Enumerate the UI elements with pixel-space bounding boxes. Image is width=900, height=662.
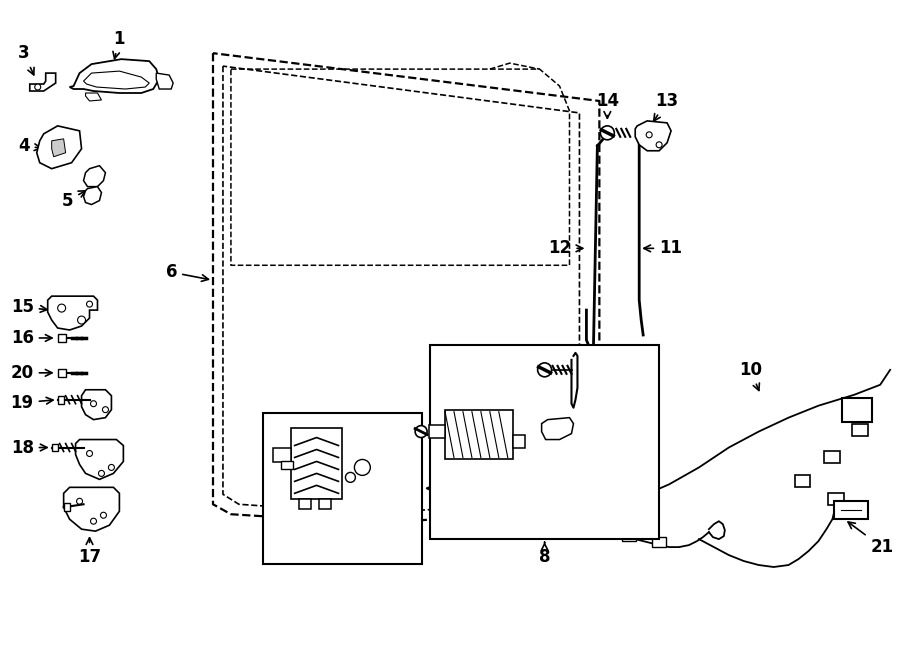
Circle shape [77,316,86,324]
Text: 17: 17 [78,538,101,566]
Polygon shape [37,126,82,169]
Polygon shape [64,503,69,511]
Text: 5: 5 [62,191,86,210]
Text: 10: 10 [739,361,761,391]
Circle shape [58,304,66,312]
Text: 13: 13 [653,92,679,121]
Text: 20: 20 [11,364,52,382]
Text: 3: 3 [18,44,34,75]
Text: 16: 16 [11,329,52,347]
Polygon shape [82,390,112,420]
Polygon shape [561,516,574,526]
Polygon shape [30,73,56,91]
Text: 4: 4 [18,137,41,155]
Text: 19: 19 [11,394,53,412]
Text: 12: 12 [548,240,583,258]
Polygon shape [58,396,64,404]
Polygon shape [84,71,149,89]
Circle shape [537,363,552,377]
Text: 18: 18 [11,438,47,457]
Polygon shape [76,440,123,479]
Circle shape [91,401,96,406]
Polygon shape [299,499,310,509]
Polygon shape [291,428,343,499]
Circle shape [86,301,93,307]
Polygon shape [622,531,636,541]
Text: 6: 6 [166,263,209,281]
Circle shape [108,465,114,471]
Polygon shape [852,424,868,436]
Polygon shape [157,73,173,89]
Polygon shape [842,398,872,422]
Polygon shape [58,334,66,342]
Circle shape [103,406,108,412]
Polygon shape [64,487,120,531]
Circle shape [346,473,356,483]
Polygon shape [828,493,844,505]
Polygon shape [652,537,666,547]
Circle shape [646,132,652,138]
Polygon shape [834,501,868,519]
Polygon shape [795,475,811,487]
Polygon shape [84,187,102,205]
Polygon shape [281,461,292,469]
Text: 21: 21 [848,522,894,556]
Circle shape [91,518,96,524]
Bar [430,345,659,539]
Polygon shape [319,499,330,509]
Circle shape [656,142,662,148]
Text: 15: 15 [11,298,47,316]
Text: 7: 7 [427,479,455,497]
Polygon shape [58,369,66,377]
Polygon shape [635,121,671,151]
Text: 11: 11 [644,240,682,258]
Polygon shape [48,296,97,330]
Polygon shape [445,410,513,459]
Circle shape [76,498,83,504]
Polygon shape [84,166,105,187]
Polygon shape [824,451,841,463]
Polygon shape [429,424,445,438]
Circle shape [35,84,40,90]
Circle shape [355,459,370,475]
Bar [263,412,422,564]
Polygon shape [542,418,573,440]
Circle shape [86,451,93,457]
Circle shape [600,126,615,140]
Text: 2: 2 [493,353,532,371]
Polygon shape [86,93,102,101]
Text: 8: 8 [539,542,551,566]
Polygon shape [513,434,525,448]
Polygon shape [51,139,66,157]
Circle shape [415,426,428,438]
Circle shape [101,512,106,518]
Text: 14: 14 [596,92,619,118]
Polygon shape [51,444,58,451]
Polygon shape [592,524,607,534]
Polygon shape [69,59,159,93]
Text: 1: 1 [112,30,125,59]
Circle shape [98,471,104,477]
Polygon shape [273,448,291,463]
Text: 9: 9 [576,418,606,437]
